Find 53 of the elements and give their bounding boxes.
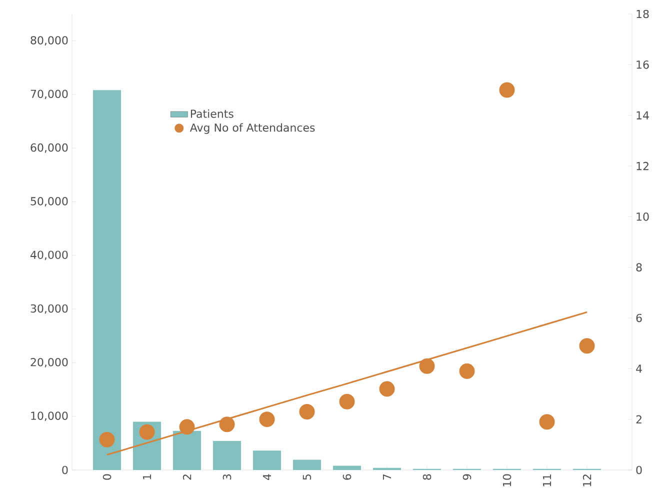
y2-tick-label: 2 bbox=[636, 415, 642, 424]
y-tick-label: 30,000 bbox=[30, 304, 68, 314]
y-tick-label: 70,000 bbox=[30, 90, 68, 100]
y-tick-label: 50,000 bbox=[30, 197, 68, 206]
y2-tick-label: 10 bbox=[636, 212, 649, 221]
x-tick-label: 8 bbox=[422, 474, 432, 480]
x-tick-label: 4 bbox=[263, 474, 272, 480]
bar bbox=[173, 430, 202, 470]
y-tick-label: 60,000 bbox=[30, 143, 68, 153]
x-tick-label: 7 bbox=[382, 474, 392, 480]
legend-label: Patients bbox=[190, 109, 234, 118]
point bbox=[139, 424, 155, 440]
y-tick-label: 80,000 bbox=[30, 36, 68, 46]
x-tick-label: 9 bbox=[462, 474, 472, 480]
point bbox=[339, 394, 355, 410]
point bbox=[299, 404, 315, 420]
y2-tick-label: 4 bbox=[636, 364, 642, 373]
point bbox=[179, 419, 195, 435]
y2-tick-label: 8 bbox=[636, 263, 642, 272]
x-tick-label: 12 bbox=[582, 474, 592, 486]
point bbox=[459, 363, 475, 379]
bar bbox=[253, 450, 282, 470]
y2-tick-label: 6 bbox=[636, 314, 642, 322]
y2-tick-label: 14 bbox=[636, 111, 649, 120]
x-tick-label: 1 bbox=[143, 474, 152, 480]
bar bbox=[333, 466, 361, 470]
x-tick-label: 3 bbox=[222, 474, 232, 480]
y-tick-label: 0 bbox=[62, 466, 68, 474]
point bbox=[499, 82, 515, 98]
legend-label: Avg No of Attendances bbox=[190, 123, 315, 134]
x-tick-label: 6 bbox=[342, 474, 352, 480]
point bbox=[579, 338, 595, 354]
point bbox=[219, 416, 235, 432]
bar bbox=[93, 90, 122, 470]
y2-tick-label: 18 bbox=[636, 10, 649, 18]
point bbox=[379, 381, 395, 397]
point bbox=[539, 414, 555, 430]
x-tick-label: 10 bbox=[502, 474, 512, 486]
x-tick-label: 11 bbox=[542, 474, 552, 486]
y2-tick-label: 0 bbox=[636, 466, 642, 474]
y-tick-label: 10,000 bbox=[31, 412, 68, 422]
y-tick-label: 40,000 bbox=[30, 250, 68, 260]
point bbox=[419, 358, 435, 374]
bar bbox=[293, 460, 321, 470]
x-tick-label: 5 bbox=[302, 474, 312, 480]
y-tick-label: 20,000 bbox=[30, 358, 68, 368]
point bbox=[99, 432, 115, 448]
x-tick-label: 2 bbox=[182, 474, 192, 480]
y2-tick-label: 16 bbox=[636, 60, 649, 69]
y2-tick-label: 12 bbox=[636, 162, 648, 170]
point bbox=[259, 412, 275, 428]
x-tick-label: 0 bbox=[102, 474, 112, 480]
bar bbox=[213, 441, 242, 470]
